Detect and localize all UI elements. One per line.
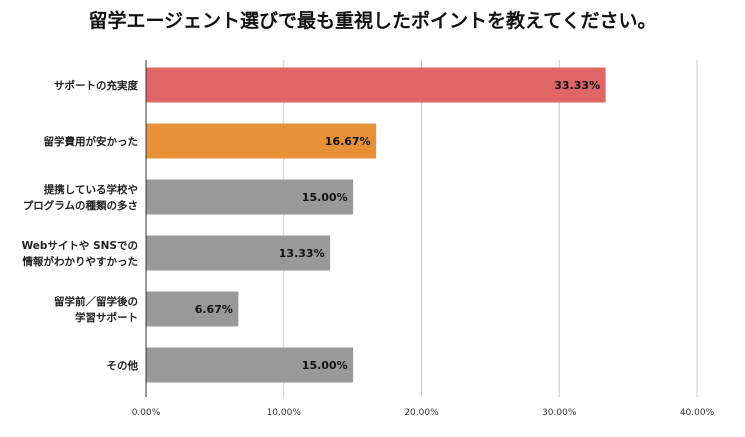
labels: 0.00% 10.00% 20.00% 30.00% 40.00% 33.33% サポートの… xyxy=(22,79,715,418)
category-label: その他 xyxy=(107,359,139,372)
x-tick-label: 0.00% xyxy=(132,408,161,418)
data-label: 13.33% xyxy=(279,247,325,260)
bars xyxy=(146,67,606,383)
category-label: Webサイトや SNSでの xyxy=(22,240,138,252)
category-label: 学習サポート xyxy=(75,311,138,324)
bar xyxy=(146,67,606,103)
chart-title: 留学エージェント選びで最も重視したポイントを教えてください。 xyxy=(88,10,657,32)
bar xyxy=(146,291,239,327)
category-label: プログラムの種類の多さ xyxy=(23,199,138,212)
x-tick-label: 30.00% xyxy=(542,408,577,418)
x-tick-label: 10.00% xyxy=(267,408,302,418)
x-tick-label: 20.00% xyxy=(404,408,439,418)
data-label: 33.33% xyxy=(554,79,600,92)
data-label: 15.00% xyxy=(302,191,348,204)
bar xyxy=(146,347,354,383)
category-label: 提携している学校や xyxy=(44,183,138,196)
data-label: 6.67% xyxy=(195,303,233,316)
bar xyxy=(146,235,331,271)
category-label: 留学前／留学後の xyxy=(54,295,138,308)
data-label: 16.67% xyxy=(325,135,371,148)
category-label: 留学費用が安かった xyxy=(44,135,139,148)
bar xyxy=(146,179,354,215)
gridlines xyxy=(283,60,698,397)
data-label: 15.00% xyxy=(302,359,348,372)
x-tick-label: 40.00% xyxy=(680,408,715,418)
category-label: サポートの充実度 xyxy=(54,79,138,92)
bar xyxy=(146,123,377,159)
category-label: 情報がわかりやすかった xyxy=(23,255,139,268)
